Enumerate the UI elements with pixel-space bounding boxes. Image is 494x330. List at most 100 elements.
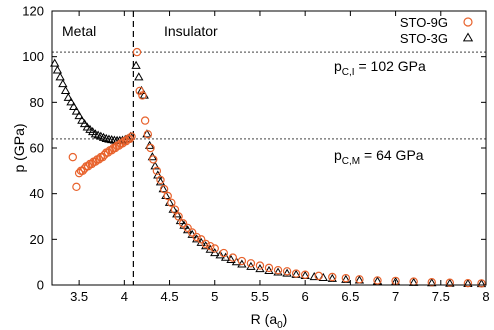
data-point-sto-3g xyxy=(71,106,82,115)
data-point-sto-9g xyxy=(183,223,192,233)
data-point-sto-9g xyxy=(170,205,180,214)
y-tick-label: 60 xyxy=(30,141,44,156)
data-point-sto-3g xyxy=(150,161,160,170)
data-point-sto-9g xyxy=(445,278,455,287)
data-point-sto-3g xyxy=(131,60,141,69)
y-tick-label: 0 xyxy=(37,278,44,293)
data-point-sto-3g xyxy=(50,58,60,67)
data-point-sto-9g xyxy=(273,265,283,275)
data-point-sto-3g xyxy=(66,97,76,106)
data-point-sto-9g xyxy=(264,263,274,273)
data-point-sto-3g xyxy=(69,101,79,110)
x-tick-label: 7.5 xyxy=(432,289,450,304)
data-point-sto-9g xyxy=(140,116,150,125)
annotation-pc-metal-main: p xyxy=(334,147,342,163)
data-point-sto-9g xyxy=(463,278,473,288)
data-point-sto-9g xyxy=(219,248,228,258)
data-point-sto-3g xyxy=(60,85,71,95)
annotation-pc-insulator-main: p xyxy=(334,58,342,74)
y-tick-label: 80 xyxy=(30,95,44,110)
data-point-sto-9g xyxy=(201,239,210,249)
data-point-sto-9g xyxy=(132,47,142,57)
x-tick-label: 6.5 xyxy=(341,289,359,304)
data-point-sto-3g xyxy=(264,265,274,274)
data-point-sto-3g xyxy=(318,272,328,282)
data-point-sto-9g xyxy=(135,86,144,96)
data-point-sto-3g xyxy=(210,248,220,257)
data-point-sto-9g xyxy=(174,212,183,221)
legend: STO-9G STO-3G xyxy=(400,15,474,46)
data-point-sto-9g xyxy=(125,134,134,144)
annotation-pc-insulator-value: = 102 GPa xyxy=(355,58,426,74)
legend-label-sto-3g: STO-3G xyxy=(400,31,448,46)
data-point-sto-9g xyxy=(149,155,158,164)
data-point-sto-3g xyxy=(101,133,111,142)
data-point-sto-9g xyxy=(138,91,147,100)
y-tick-label: 20 xyxy=(30,232,44,247)
data-point-sto-9g xyxy=(246,259,256,268)
data-point-sto-9g xyxy=(178,219,188,228)
legend-marker-sto-9g xyxy=(463,17,473,27)
data-point-sto-9g xyxy=(255,261,265,270)
data-point-sto-9g xyxy=(146,143,155,153)
data-point-sto-9g xyxy=(341,273,351,283)
data-point-sto-9g xyxy=(237,256,247,266)
legend-label-sto-9g: STO-9G xyxy=(400,15,448,30)
data-point-sto-9g xyxy=(167,198,176,207)
data-point-sto-9g xyxy=(68,152,77,162)
annotation-pc-metal-sub: C,M xyxy=(342,156,360,167)
data-point-sto-9g xyxy=(300,270,310,279)
data-point-sto-3g xyxy=(155,177,166,186)
data-point-sto-3g xyxy=(74,111,84,120)
data-point-sto-3g xyxy=(201,241,211,250)
region-label-insulator: Insulator xyxy=(164,23,218,39)
y-tick-label: 120 xyxy=(22,4,44,19)
data-point-sto-9g xyxy=(143,130,153,139)
data-point-sto-3g xyxy=(309,272,319,281)
data-point-sto-9g xyxy=(291,269,301,278)
x-tick-label: 3.5 xyxy=(70,289,88,304)
data-point-sto-3g xyxy=(52,65,63,74)
data-point-sto-9g xyxy=(196,235,206,244)
data-point-sto-3g xyxy=(327,273,337,282)
data-point-sto-9g xyxy=(156,175,165,185)
data-point-sto-3g xyxy=(63,92,73,101)
data-point-sto-9g xyxy=(152,166,162,176)
data-point-sto-3g xyxy=(142,129,152,138)
data-point-sto-3g xyxy=(79,119,90,128)
data-point-sto-9g xyxy=(314,271,323,281)
annotation-pc-insulator: pC,I = 102 GPa xyxy=(334,58,426,78)
data-point-sto-9g xyxy=(355,275,364,284)
data-point-sto-9g xyxy=(427,278,436,287)
data-point-sto-9g xyxy=(328,272,337,282)
x-axis-label-subscript: 0 xyxy=(277,320,283,330)
data-point-sto-9g xyxy=(206,241,215,251)
annotation-pc-insulator-sub: C,I xyxy=(342,67,355,78)
annotation-pc-metal-value: = 64 GPa xyxy=(360,147,424,163)
data-point-sto-3g xyxy=(58,79,68,88)
y-tick-label: 40 xyxy=(30,186,44,201)
x-tick-label: 5 xyxy=(211,289,218,304)
x-tick-label: 6 xyxy=(302,289,309,304)
data-point-sto-9g xyxy=(373,276,382,285)
data-point-sto-3g xyxy=(77,115,87,124)
data-point-sto-3g xyxy=(282,268,292,277)
annotation-pc-metal: pC,M = 64 GPa xyxy=(334,147,424,167)
data-point-sto-3g xyxy=(273,267,283,276)
y-tick-label: 100 xyxy=(22,49,44,64)
series-sto-3g xyxy=(50,58,487,288)
region-label-metal: Metal xyxy=(62,23,96,39)
data-point-sto-3g xyxy=(158,184,168,193)
legend-marker-sto-3g xyxy=(462,32,474,42)
x-tick-label: 4.5 xyxy=(161,289,179,304)
x-tick-label: 5.5 xyxy=(251,289,269,304)
x-axis-label-close: ) xyxy=(283,311,288,327)
data-point-sto-9g xyxy=(210,244,219,253)
data-point-sto-9g xyxy=(192,232,201,242)
x-axis-label: R (a0) xyxy=(251,311,288,330)
x-axis-label-main: R (a xyxy=(251,311,278,327)
data-point-sto-9g xyxy=(127,132,136,141)
data-point-sto-9g xyxy=(282,267,292,276)
